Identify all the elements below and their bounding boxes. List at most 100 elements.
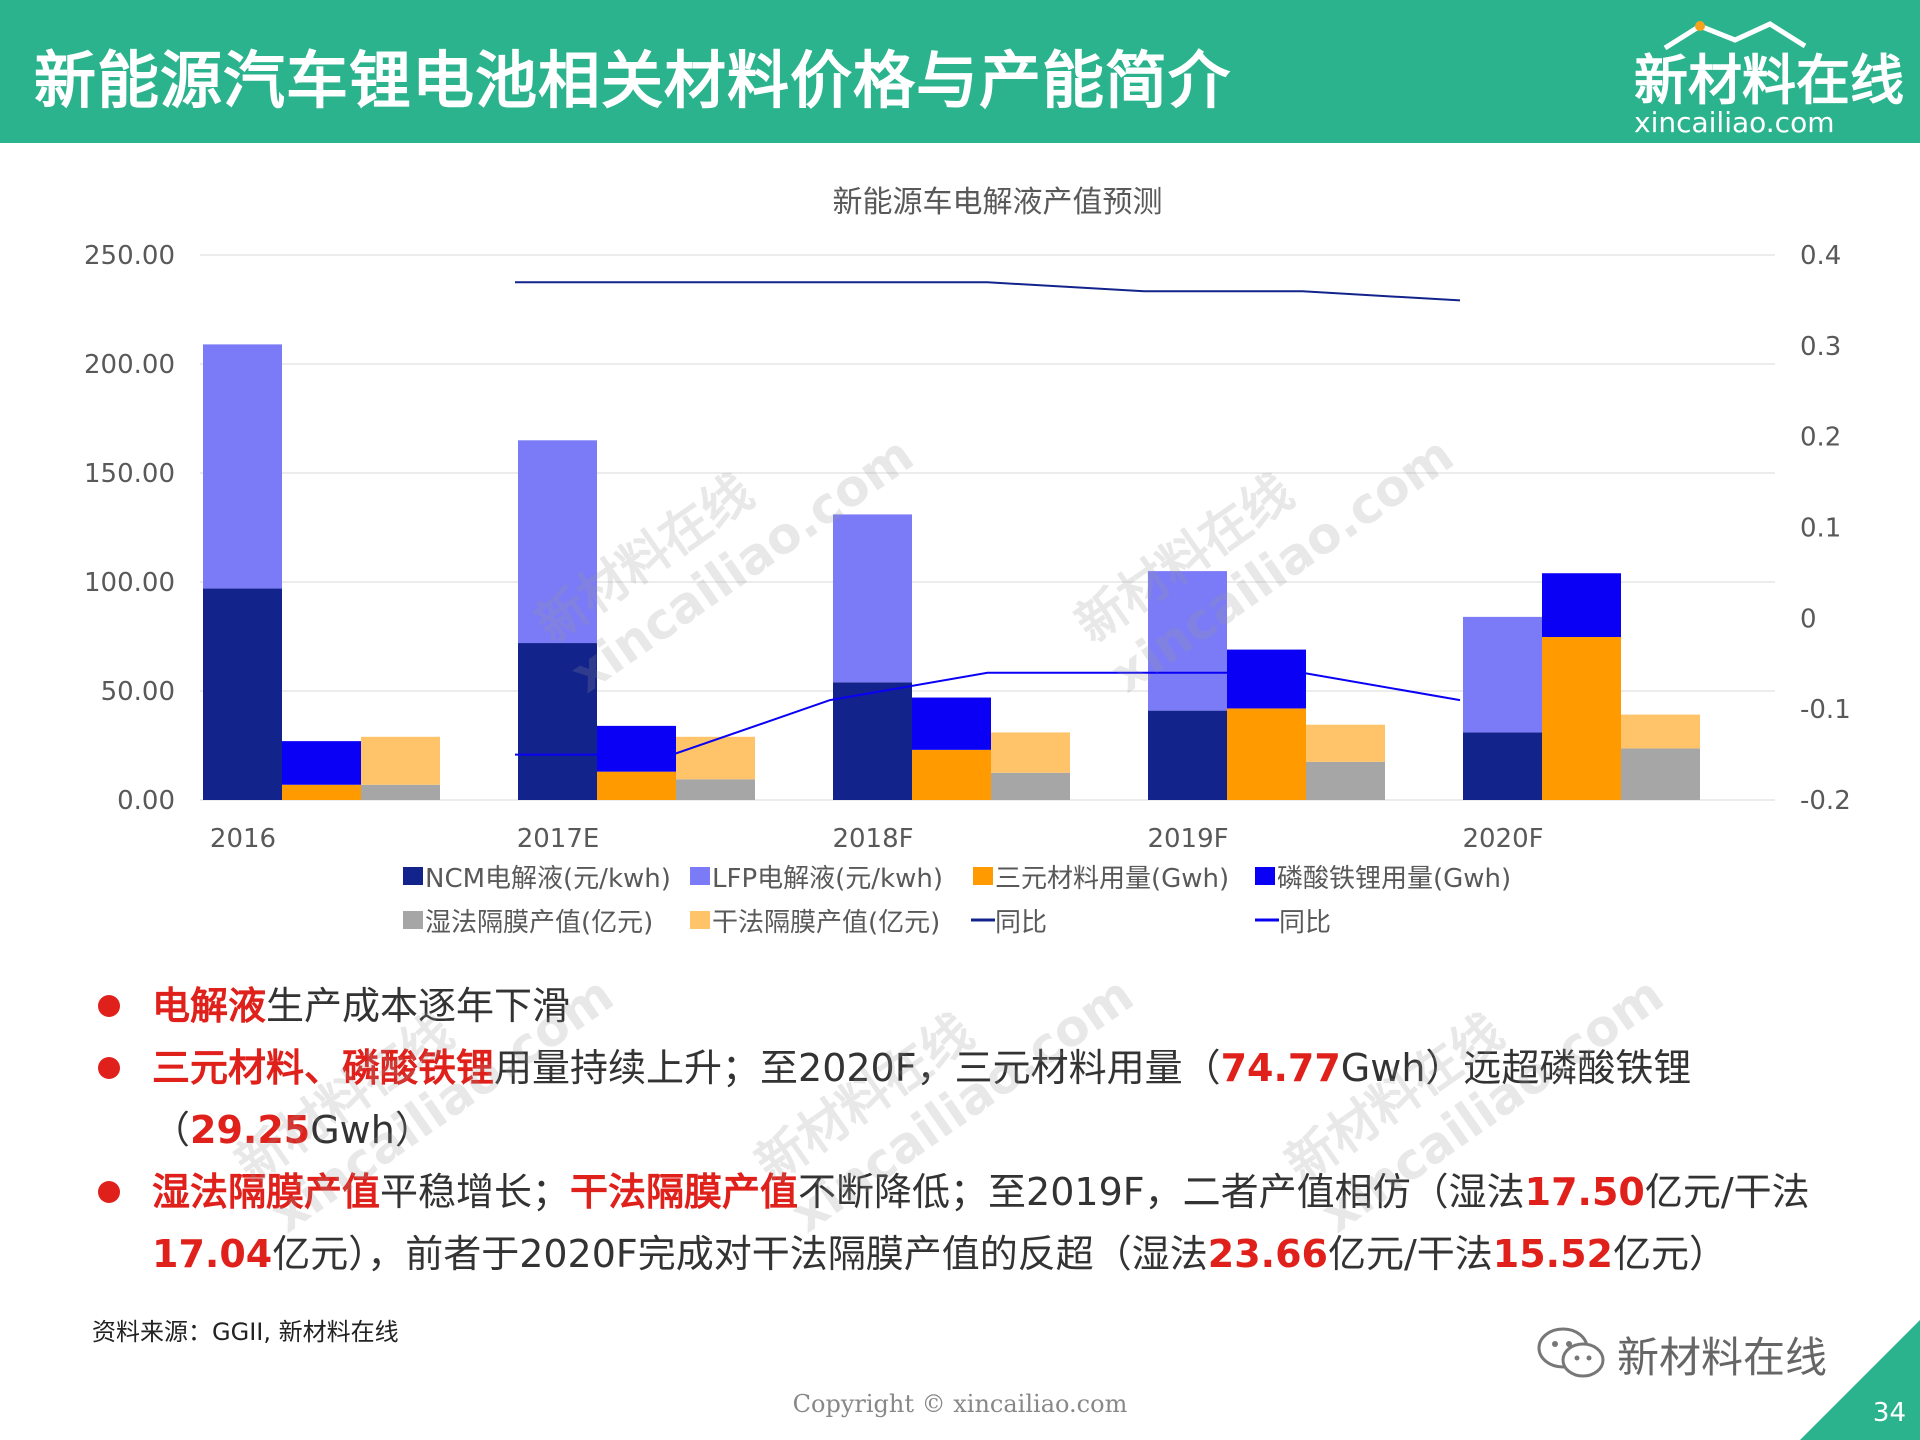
y-left-tick-label: 200.00 — [84, 350, 175, 380]
bullet-item: 电解液生产成本逐年下滑 — [90, 975, 1850, 1037]
bar-separator — [676, 736, 755, 780]
bullet-text: 生产成本逐年下滑 — [266, 984, 571, 1028]
bar-material — [1542, 573, 1621, 638]
bar-material — [282, 784, 361, 800]
bar-separator — [676, 779, 755, 800]
page-title: 新能源汽车锂电池相关材料价格与产能简介 — [34, 44, 1232, 117]
bullet-list: 电解液生产成本逐年下滑 三元材料、磷酸铁锂用量持续上升；至2020F，三元材料用量… — [90, 975, 1850, 1285]
x-tick-label: 2016 — [210, 824, 276, 854]
bar-electrolyte — [518, 440, 597, 644]
highlight-text: 干法隔膜产值 — [570, 1170, 799, 1214]
legend-label: 同比 — [995, 908, 1047, 938]
logo-url: xincailiao.com — [1634, 106, 1835, 139]
y-right-tick-label: 0.4 — [1800, 241, 1841, 271]
chart-title: 新能源车电解液产值预测 — [833, 185, 1163, 220]
x-tick-label: 2018F — [832, 824, 913, 854]
legend-swatch — [690, 867, 710, 885]
bar-electrolyte — [833, 682, 912, 800]
y-right-tick-label: 0.1 — [1800, 514, 1841, 544]
highlight-text: 29.25 — [190, 1108, 311, 1152]
bar-separator — [1621, 748, 1700, 800]
bullet-item: 湿法隔膜产值平稳增长；干法隔膜产值不断降低；至2019F，二者产值相仿（湿法17… — [90, 1161, 1850, 1285]
x-tick-label: 2017E — [517, 824, 600, 854]
x-tick-label: 2020F — [1462, 824, 1543, 854]
y-left-tick-label: 50.00 — [101, 677, 175, 707]
bar-electrolyte — [1148, 710, 1227, 800]
wechat-icon — [1537, 1327, 1605, 1378]
bar-material — [597, 771, 676, 800]
bullet-text: 亿元/干法 — [1327, 1232, 1493, 1276]
legend-swatch — [403, 867, 423, 885]
y-right-tick-label: 0 — [1800, 604, 1817, 634]
bullet-text: Gwh）远超磷酸铁锂（ — [152, 1046, 1692, 1152]
y-left-tick-label: 100.00 — [84, 568, 175, 598]
bar-separator — [1621, 714, 1700, 749]
highlight-text: 电解液 — [152, 984, 267, 1028]
highlight-text: 17.04 — [152, 1232, 273, 1276]
highlight-text: 74.77 — [1220, 1046, 1341, 1090]
bar-material — [282, 741, 361, 785]
bar-electrolyte — [1463, 616, 1542, 733]
bar-separator — [361, 784, 440, 800]
yoy-line — [515, 281, 1461, 302]
logo-text: 新材料在线 — [1634, 49, 1904, 112]
bullet-text: 亿元/干法 — [1644, 1170, 1810, 1214]
bar-material — [1227, 708, 1306, 800]
header-bar: 新能源汽车锂电池相关材料价格与产能简介 新材料在线 xincailiao.com — [0, 0, 1920, 143]
y-left-tick-label: 250.00 — [84, 241, 175, 271]
legend-label: 湿法隔膜产值(亿元) — [425, 908, 653, 938]
legend-swatch — [403, 911, 423, 929]
highlight-text: 23.66 — [1207, 1232, 1328, 1276]
y-right-tick-label: -0.1 — [1800, 695, 1851, 725]
wechat-label: 新材料在线 — [1617, 1333, 1828, 1382]
bullet-dot — [98, 1057, 120, 1079]
bar-separator — [1306, 724, 1385, 762]
bar-material — [912, 749, 991, 800]
legend-label: LFP电解液(元/kwh) — [712, 864, 943, 894]
page-number: 34 — [1872, 1398, 1906, 1428]
y-left-tick-label: 150.00 — [84, 459, 175, 489]
bar-electrolyte — [203, 588, 282, 800]
bar-separator — [361, 736, 440, 785]
x-tick-label: 2019F — [1147, 824, 1228, 854]
wechat-badge: 新材料在线 — [1535, 1322, 1865, 1382]
bar-electrolyte — [1148, 571, 1227, 711]
legend-swatch — [1255, 867, 1275, 885]
bullet-dot — [98, 1181, 120, 1203]
bar-material — [597, 725, 676, 772]
bullet-item: 三元材料、磷酸铁锂用量持续上升；至2020F，三元材料用量（74.77Gwh）远… — [90, 1037, 1850, 1161]
bullet-text: 亿元），前者于2020F完成对干法隔膜产值的反超（湿法 — [272, 1232, 1208, 1276]
bar-separator — [1306, 761, 1385, 800]
bullet-text: 不断降低；至2019F，二者产值相仿（湿法 — [798, 1170, 1525, 1214]
highlight-text: 三元材料、磷酸铁锂 — [152, 1046, 495, 1090]
legend-swatch — [973, 867, 993, 885]
y-right-tick-label: -0.2 — [1800, 786, 1851, 816]
bullet-text: 亿元） — [1613, 1232, 1728, 1276]
legend-label: 三元材料用量(Gwh) — [995, 864, 1229, 894]
bullet-text: Gwh） — [310, 1108, 433, 1152]
copyright: Copyright © xincailiao.com — [792, 1390, 1128, 1418]
highlight-text: 15.52 — [1492, 1232, 1613, 1276]
highlight-text: 湿法隔膜产值 — [152, 1170, 381, 1214]
electrolyte-chart: 新能源车电解液产值预测 250.00 200.00 150.00 100.00 50.00… — [84, 185, 1851, 938]
legend-label: 磷酸铁锂用量(Gwh) — [1277, 864, 1511, 894]
bar-material — [1542, 637, 1621, 800]
legend-label: NCM电解液(元/kwh) — [425, 864, 671, 894]
legend-label: 同比 — [1279, 908, 1331, 938]
y-right-tick-label: 0.2 — [1800, 423, 1841, 453]
bullet-text: 用量持续上升；至2020F，三元材料用量（ — [494, 1046, 1221, 1090]
y-left-tick-label: 0.00 — [117, 786, 175, 816]
logo: 新材料在线 xincailiao.com — [1620, 14, 1904, 139]
bar-material — [912, 697, 991, 750]
bar-separator — [991, 732, 1070, 773]
bar-material — [1227, 649, 1306, 709]
bullet-dot — [98, 995, 120, 1017]
bar-electrolyte — [1463, 732, 1542, 800]
yoy-line — [515, 671, 1461, 756]
y-right-tick-label: 0.3 — [1800, 332, 1841, 362]
bar-electrolyte — [833, 514, 912, 683]
bullet-text: 平稳增长； — [380, 1170, 571, 1214]
logo-roof-icon — [1663, 21, 1807, 50]
corner-decoration — [1800, 1320, 1920, 1440]
highlight-text: 17.50 — [1524, 1170, 1645, 1214]
